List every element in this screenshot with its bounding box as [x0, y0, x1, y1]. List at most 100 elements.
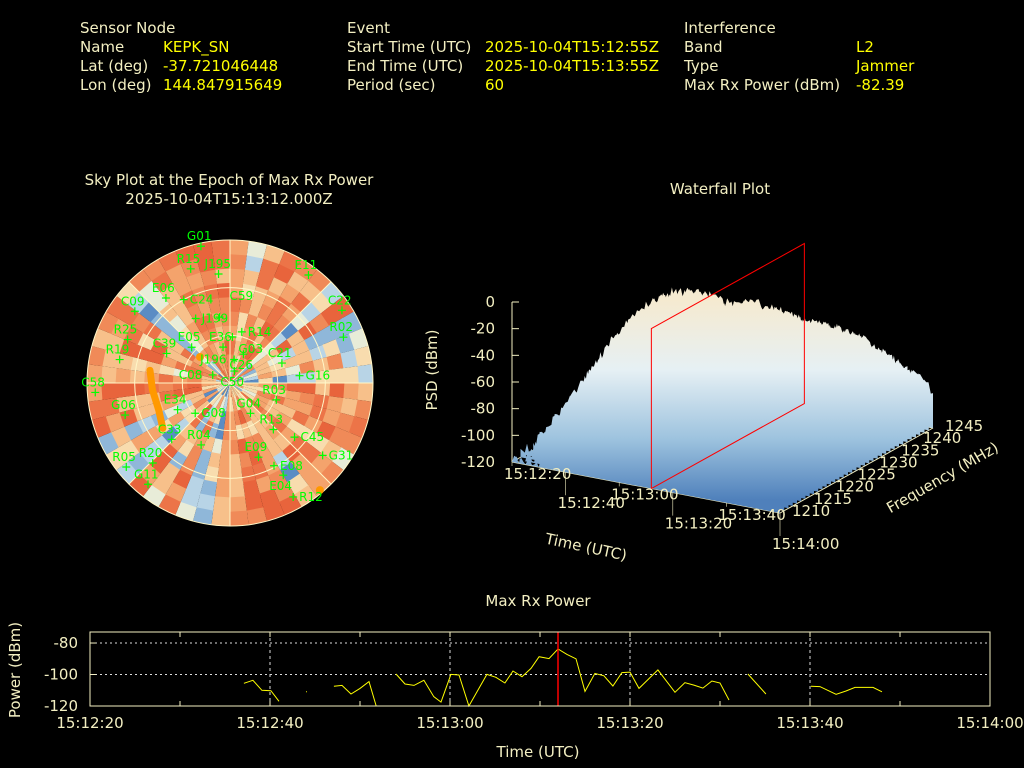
sky-cell: [246, 507, 268, 526]
psd-tick-label: -100: [461, 426, 495, 444]
sky-cell: [230, 383, 246, 390]
sky-cell: [230, 240, 249, 256]
sky-cell: [251, 332, 266, 349]
satellite-marker: [254, 453, 263, 462]
sky-cell: [250, 400, 266, 415]
sky-cell: [230, 383, 246, 388]
power-label: Max Rx Power (dBm): [684, 76, 841, 94]
x-axis-label: Time (UTC): [496, 743, 580, 761]
sky-cell: [264, 404, 281, 419]
satellite-marker: [337, 306, 346, 315]
sky-cell: [242, 388, 258, 399]
sky-cell: [230, 380, 246, 383]
sky-cell: [243, 268, 261, 287]
sky-cell: [237, 394, 249, 410]
sky-cell: [156, 373, 174, 383]
sky-cell: [208, 393, 222, 407]
name-value: KEPK_SN: [163, 38, 230, 56]
sky-cell: [194, 417, 209, 434]
sky-cell: [224, 411, 230, 428]
sky-cell: [114, 383, 131, 399]
azimuth-line: [229, 382, 332, 485]
sky-cell: [129, 394, 148, 410]
sky-cell: [203, 364, 219, 376]
sky-cell: [220, 439, 230, 457]
sky-cell: [230, 468, 244, 485]
time-tick-label: 15:12:20: [504, 465, 571, 483]
sky-cell: [225, 383, 230, 399]
sky-cell: [246, 240, 268, 259]
sky-cell: [222, 353, 229, 370]
satellite-marker: [196, 242, 205, 251]
sky-cell: [230, 378, 246, 383]
sky-cell: [247, 347, 262, 363]
sky-cell: [240, 391, 254, 405]
satellite-marker: [277, 359, 286, 368]
power-value: -82.39: [856, 76, 905, 94]
sky-cell: [214, 383, 230, 390]
sky-cell: [191, 462, 208, 482]
sky-cell: [202, 405, 216, 422]
sky-cell: [196, 493, 216, 513]
sky-cell: [256, 413, 272, 430]
waterfall-title: Waterfall Plot: [669, 180, 771, 198]
satellite-label: E06: [152, 281, 175, 295]
sky-cell: [230, 510, 249, 526]
sky-cell: [357, 383, 373, 402]
sky-cell: [246, 420, 260, 438]
sky-cell: [267, 353, 285, 367]
sky-cell: [179, 347, 196, 362]
sky-cell: [251, 432, 267, 451]
frequency-tick-label: 1220: [836, 478, 874, 496]
satellite-label: J199: [201, 311, 228, 325]
satellite-marker: [144, 480, 153, 489]
sky-cell: [326, 396, 345, 414]
sky-cell: [254, 360, 272, 373]
satellite-marker: [208, 370, 217, 379]
sky-cell: [218, 295, 230, 313]
sky-cell: [194, 332, 209, 349]
sky-cell: [207, 422, 219, 440]
sky-cell: [267, 399, 285, 413]
sky-plot-title: Sky Plot at the Epoch of Max Rx Power: [84, 171, 374, 189]
sky-cell: [247, 403, 262, 419]
sky-cell: [258, 383, 275, 389]
sky-cell: [329, 383, 346, 399]
sky-cell: [299, 360, 317, 374]
satellite-label: R04: [187, 428, 211, 442]
satellite-label: R13: [259, 412, 283, 426]
sky-cell: [202, 435, 216, 454]
sky-cell: [237, 340, 248, 357]
sky-cell: [216, 468, 230, 485]
sky-cell: [131, 344, 151, 361]
satellite-marker: [162, 349, 171, 358]
sky-cell: [131, 405, 151, 422]
satellite-label: R19: [106, 343, 130, 357]
sky-cell: [214, 482, 230, 499]
sky-cell: [223, 367, 230, 383]
satellite-label: C59: [230, 289, 254, 303]
satellite-label: C39: [153, 336, 177, 350]
interference-title: Interference: [684, 19, 776, 37]
sky-cell: [196, 253, 216, 273]
sky-cell: [128, 383, 145, 397]
psd-tick-label: -40: [471, 346, 496, 364]
sky-cell: [157, 364, 175, 376]
frequency-tick-label: 1235: [901, 441, 939, 459]
event-title: Event: [347, 19, 390, 37]
satellite-label: C58: [81, 375, 105, 389]
sensor-title: Sensor Node: [80, 19, 176, 37]
sky-cell: [252, 397, 269, 411]
sky-cell: [230, 309, 240, 327]
sky-cell: [252, 462, 269, 482]
sky-cell: [207, 341, 220, 359]
satellite-label: R14: [248, 325, 272, 339]
sky-cell: [218, 453, 230, 471]
max-power-title: Max Rx Power: [485, 592, 591, 610]
interference-point: [315, 486, 324, 495]
psd-axis-label: PSD (dBm): [423, 329, 441, 410]
sky-cell: [199, 383, 216, 387]
sky-cell: [258, 377, 275, 383]
satellite-label: G03: [238, 342, 263, 356]
